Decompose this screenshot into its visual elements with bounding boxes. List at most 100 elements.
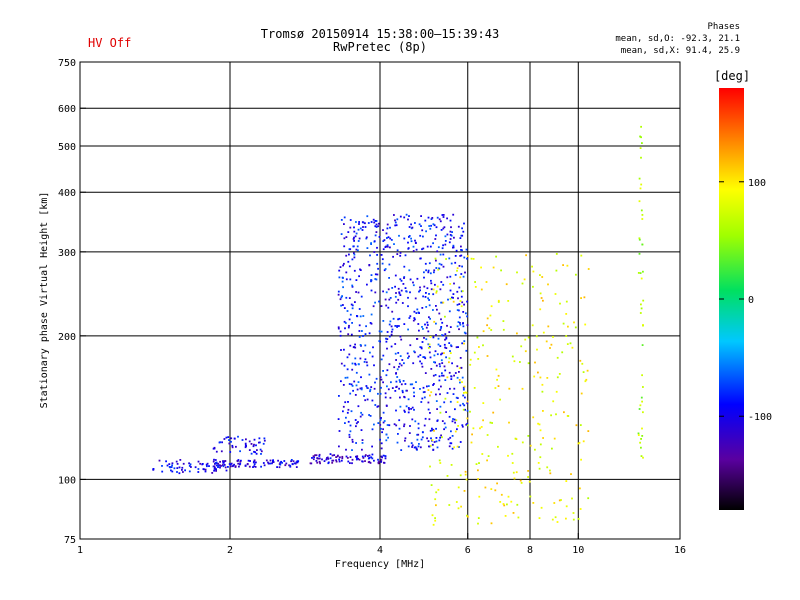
echo-point [642, 456, 644, 459]
echo-point [188, 465, 191, 467]
echo-point [357, 228, 360, 231]
echo-point [565, 300, 568, 303]
echo-point [542, 331, 545, 334]
echo-point [404, 383, 407, 385]
echo-point [450, 262, 453, 265]
echo-point [445, 356, 447, 359]
echo-point [442, 216, 445, 218]
echo-point [355, 279, 358, 281]
echo-point [394, 219, 396, 222]
echo-point [456, 303, 459, 306]
echo-point [230, 462, 233, 465]
echo-point [387, 236, 390, 239]
echo-point [280, 460, 282, 463]
echo-point [463, 303, 465, 306]
echo-point [224, 460, 227, 462]
echo-point [354, 394, 357, 396]
echo-point [556, 376, 559, 379]
echo-point [458, 446, 460, 448]
echo-point [350, 333, 353, 336]
echo-point [432, 384, 434, 386]
echo-point [506, 503, 508, 506]
echo-point [577, 518, 580, 520]
echo-point [456, 267, 459, 270]
echo-point [471, 433, 473, 436]
echo-point [245, 438, 247, 441]
echo-point [255, 452, 258, 455]
echo-point [237, 435, 239, 438]
echo-point [171, 464, 173, 467]
echo-point [355, 248, 358, 251]
echo-point [311, 457, 313, 459]
echo-point [342, 384, 345, 386]
echo-point [395, 359, 397, 361]
echo-point [440, 326, 443, 328]
echo-point [549, 469, 551, 472]
echo-point [397, 298, 400, 301]
echo-point [640, 303, 642, 306]
echo-point [569, 342, 572, 345]
echo-point [445, 347, 448, 349]
echo-point [519, 361, 521, 363]
echo-point [447, 438, 450, 441]
echo-point [348, 353, 351, 356]
echo-point [479, 427, 481, 430]
echo-point [351, 284, 354, 287]
echo-point [640, 455, 643, 457]
echo-point [436, 308, 438, 311]
echo-point [444, 315, 446, 318]
echo-point [368, 454, 371, 457]
echo-point [405, 290, 408, 293]
echo-point [188, 470, 191, 473]
echo-point [460, 295, 463, 298]
echo-point [428, 351, 431, 354]
echo-point [462, 275, 465, 278]
echo-point [440, 263, 443, 266]
echo-point [547, 325, 550, 328]
echo-point [438, 218, 441, 221]
echo-point [499, 501, 502, 503]
echo-point [363, 395, 365, 397]
echo-point [416, 308, 419, 311]
echo-point [415, 448, 418, 451]
echo-point [435, 440, 438, 443]
echo-point [444, 397, 447, 400]
echo-point [423, 276, 425, 279]
echo-point [272, 459, 274, 462]
echo-point [455, 501, 458, 503]
echo-point [431, 217, 434, 219]
echo-point [213, 469, 215, 472]
echo-point [562, 264, 564, 266]
echo-point [442, 301, 445, 304]
echo-point [465, 478, 468, 481]
echo-point [380, 442, 383, 445]
echo-point [333, 454, 336, 456]
echo-point [214, 462, 217, 464]
echo-point [366, 283, 368, 286]
echo-point [409, 291, 411, 294]
echo-point [178, 472, 181, 475]
echo-point [442, 334, 445, 337]
echo-point [527, 476, 529, 478]
echo-point [295, 466, 298, 468]
echo-point [370, 280, 372, 283]
echo-point [552, 336, 554, 338]
echo-point [388, 263, 391, 266]
echo-point [432, 523, 435, 526]
echo-point [360, 295, 363, 298]
echo-point [227, 466, 229, 468]
echo-point [508, 387, 511, 390]
echo-point [222, 460, 224, 462]
echo-point [491, 422, 493, 424]
echo-point [272, 461, 275, 463]
echo-point [347, 326, 350, 329]
echo-point [441, 436, 443, 439]
echo-point [179, 459, 182, 461]
echo-point [442, 374, 445, 377]
echo-point [423, 391, 426, 393]
echo-point [384, 298, 387, 301]
echo-point [538, 517, 541, 519]
echo-point [400, 338, 403, 341]
echo-point [486, 317, 489, 320]
echo-point [378, 330, 381, 333]
